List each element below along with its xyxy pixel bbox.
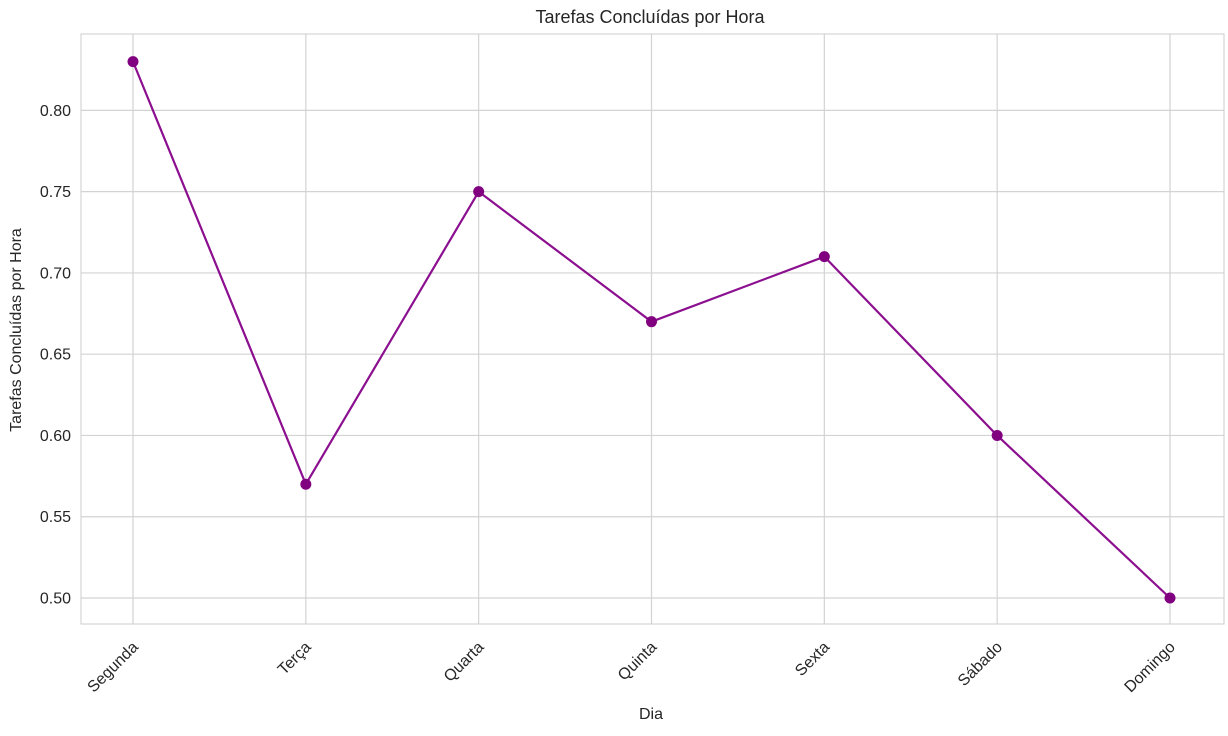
y-tick-label: 0.65: [40, 347, 71, 364]
y-tick-label: 0.60: [40, 428, 71, 445]
plot-area: [80, 33, 1225, 625]
data-point: [1164, 592, 1176, 604]
x-axis: Segunda Terça Quarta Quinta Sexta Sábado Domin…: [85, 639, 1179, 696]
data-point: [300, 478, 312, 490]
chart-title: Tarefas Concluídas por Hora: [535, 7, 765, 27]
y-tick-label: 0.70: [40, 265, 71, 282]
data-point: [127, 56, 139, 68]
x-tick-label: Quarta: [441, 639, 488, 686]
x-tick-label: Segunda: [85, 639, 142, 696]
data-point: [646, 316, 657, 328]
x-tick-label: Quinta: [615, 639, 660, 684]
data-point: [991, 429, 1003, 441]
data-point: [818, 251, 830, 263]
x-axis-label: Dia: [639, 706, 663, 723]
y-tick-label: 0.80: [40, 103, 71, 120]
y-axis: 0.50 0.55 0.60 0.65 0.70 0.75 0.80: [40, 103, 71, 608]
x-tick-label: Sábado: [955, 639, 1006, 690]
y-tick-label: 0.55: [40, 509, 71, 526]
x-tick-label: Terça: [275, 639, 315, 679]
x-tick-label: Sexta: [792, 639, 833, 680]
grid: [81, 34, 1224, 624]
y-axis-label: Tarefas Concluídas por Hora: [8, 228, 25, 432]
y-tick-label: 0.75: [40, 184, 71, 201]
data-point: [473, 186, 485, 198]
x-tick-label: Domingo: [1122, 639, 1179, 696]
series-layer: [127, 56, 1176, 604]
y-tick-label: 0.50: [40, 590, 71, 607]
